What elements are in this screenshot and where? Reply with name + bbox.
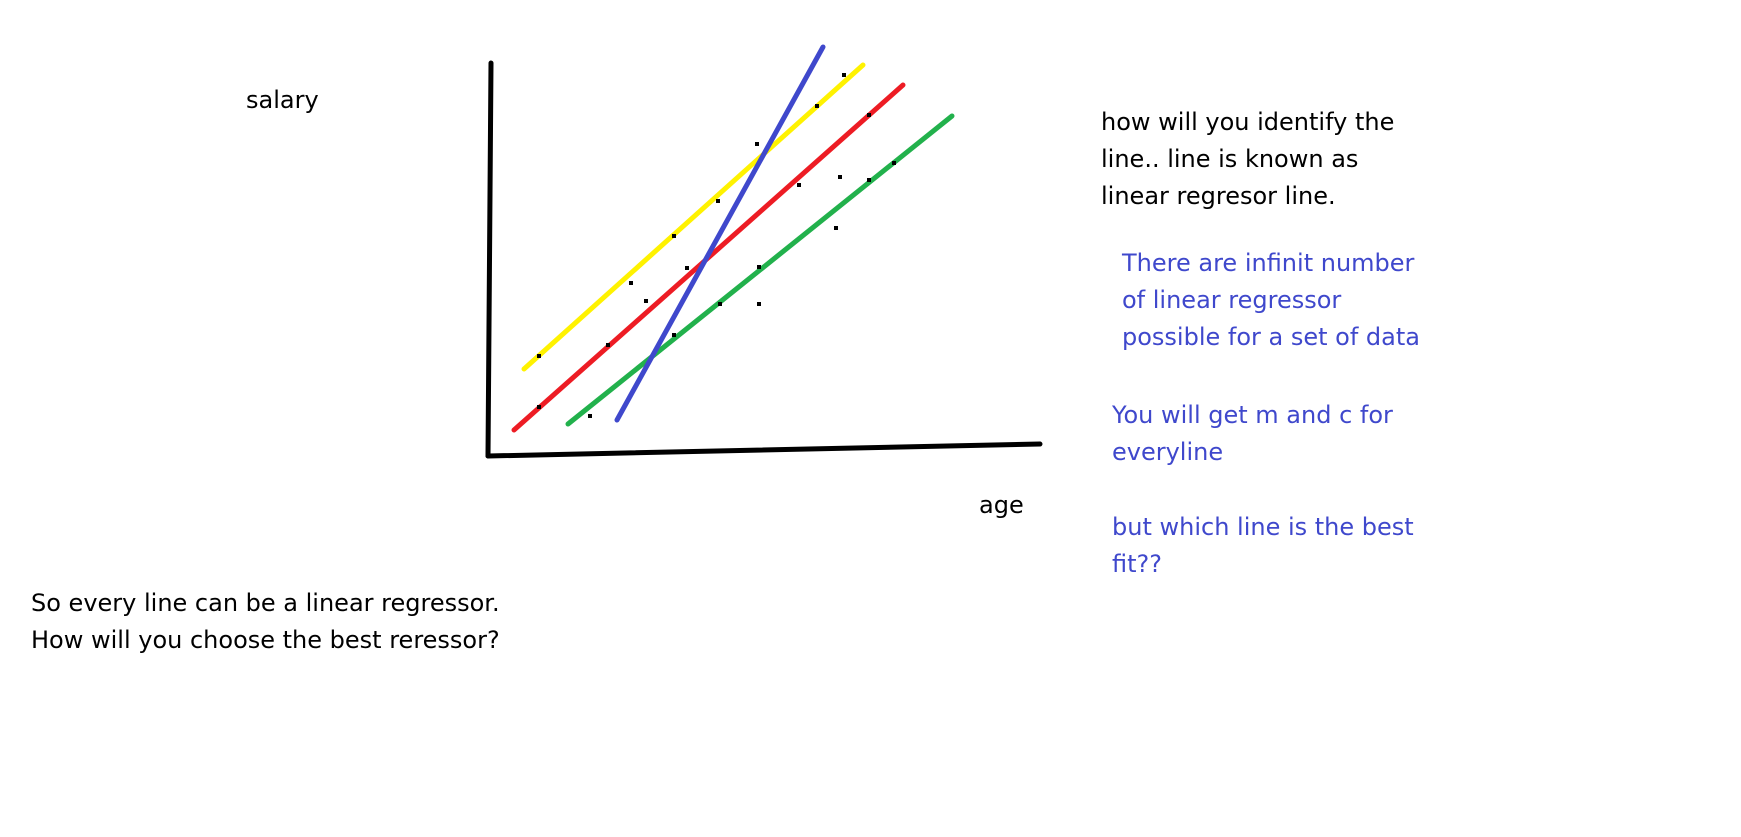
note-line: everyline: [1112, 438, 1224, 466]
data-point: [685, 266, 689, 270]
yellow-regression-line: [521, 62, 866, 372]
note-every-line-regressor: So every line can be a linear regressor.…: [31, 585, 500, 659]
data-point: [718, 302, 722, 306]
note-line: but which line is the best: [1112, 513, 1414, 541]
data-point: [815, 104, 819, 108]
data-point: [537, 354, 541, 358]
data-point: [842, 73, 846, 77]
data-point: [867, 178, 871, 182]
data-point: [672, 234, 676, 238]
data-point: [606, 343, 610, 347]
blue-regression-line: [614, 44, 826, 423]
note-line: How will you choose the best reressor?: [31, 626, 500, 654]
data-points: [537, 73, 896, 418]
note-line: So every line can be a linear regressor.: [31, 589, 500, 617]
note-line: line.. line is known as: [1101, 145, 1359, 173]
data-point: [537, 405, 541, 409]
y-axis: [485, 60, 494, 459]
note-identify-line: how will you identify the line.. line is…: [1101, 104, 1394, 215]
data-point: [892, 161, 896, 165]
data-point: [755, 142, 759, 146]
data-point: [838, 175, 842, 179]
y-axis-label: salary: [246, 86, 319, 114]
note-line: of linear regressor: [1122, 286, 1342, 314]
data-point: [629, 281, 633, 285]
x-axis: [485, 441, 1043, 459]
data-point: [644, 299, 648, 303]
data-point: [797, 183, 801, 187]
data-point: [672, 333, 676, 337]
data-point: [757, 265, 761, 269]
note-line: fit??: [1112, 550, 1163, 578]
data-point: [834, 226, 838, 230]
note-line: There are infinit number: [1122, 249, 1415, 277]
note-m-and-c: You will get m and c for everyline: [1112, 397, 1393, 471]
data-point: [867, 113, 871, 117]
green-regression-line: [565, 113, 955, 427]
note-line: how will you identify the: [1101, 108, 1395, 136]
note-best-fit: but which line is the best fit??: [1112, 509, 1414, 583]
data-point: [588, 414, 592, 418]
note-infinite-regressors: There are infinit number of linear regre…: [1122, 245, 1420, 356]
note-line: linear regresor line.: [1101, 182, 1336, 210]
data-point: [716, 199, 720, 203]
note-line: possible for a set of data: [1122, 323, 1420, 351]
data-point: [757, 302, 761, 306]
note-line: You will get m and c for: [1112, 401, 1393, 429]
x-axis-label: age: [979, 491, 1024, 519]
